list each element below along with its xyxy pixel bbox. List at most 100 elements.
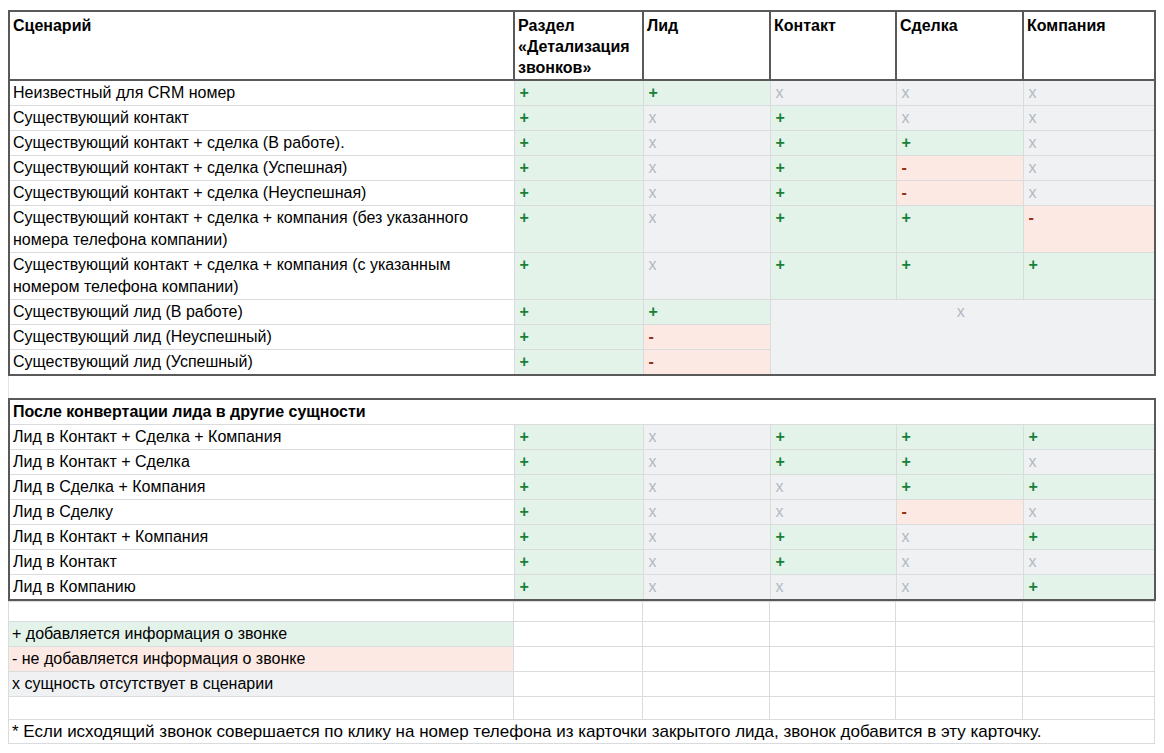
scenario-label: Лид в Контакт: [9, 550, 514, 575]
cell-plus: +: [514, 300, 643, 325]
table-row: Существующий контакт + сделка (Успешная)…: [9, 156, 1155, 181]
scenario-label: Лид в Компанию: [9, 575, 514, 601]
cell-minus: -: [1023, 206, 1155, 253]
cell-plus: +: [1023, 425, 1155, 450]
legend-label-minus: - не добавляется информация о звонке: [9, 647, 514, 672]
blank-cell: [1023, 647, 1155, 672]
cell-plus: +: [770, 550, 896, 575]
cell-plus: +: [770, 131, 896, 156]
blank-cell: [1023, 672, 1155, 697]
scenario-label: Неизвестный для CRM номер: [9, 80, 514, 106]
cell-plus: +: [896, 425, 1023, 450]
scenario-label: Лид в Контакт + Сделка + Компания: [9, 425, 514, 450]
blank-cell: [896, 647, 1023, 672]
table-row: Лид в Сделку+xx-x: [9, 500, 1155, 525]
cell-x: x: [1023, 80, 1155, 106]
cell-x: x: [1023, 156, 1155, 181]
cell-x: x: [643, 156, 770, 181]
cell-x: x: [643, 550, 770, 575]
cell-x: x: [643, 131, 770, 156]
legend-row: x сущность отсутствует в сценарии: [9, 672, 1155, 697]
cell-plus: +: [514, 525, 643, 550]
table-row: Лид в Контакт+x+xx: [9, 550, 1155, 575]
scenario-label: Существующий контакт + сделка (Успешная): [9, 156, 514, 181]
blank-cell: [896, 697, 1023, 720]
table-row: Лид в Компанию+xxx+: [9, 575, 1155, 601]
scenario-label: Лид в Контакт + Компания: [9, 525, 514, 550]
scenario-label: Существующий контакт + сделка + компания…: [9, 206, 514, 253]
cell-plus: +: [896, 206, 1023, 253]
blank-cell: [770, 672, 896, 697]
cell-x: x: [643, 525, 770, 550]
section-title: После конвертации лида в другие сущности: [9, 399, 1155, 425]
blank-cell: [514, 647, 643, 672]
blank-cell: [643, 672, 770, 697]
section-title-row: После конвертации лида в другие сущности: [9, 399, 1155, 425]
scenario-label: Лид в Сделка + Компания: [9, 475, 514, 500]
cell-merged-x: x: [770, 300, 1155, 376]
cell-x: x: [643, 500, 770, 525]
cell-plus: +: [514, 106, 643, 131]
cell-plus: +: [770, 425, 896, 450]
blank-row: [9, 602, 1155, 622]
cell-plus: +: [514, 550, 643, 575]
cell-plus: +: [514, 206, 643, 253]
cell-plus: +: [770, 181, 896, 206]
table-row: Неизвестный для CRM номер++xxx: [9, 80, 1155, 106]
cell-plus: +: [896, 131, 1023, 156]
cell-plus: +: [896, 475, 1023, 500]
table-row: Существующий контакт + сделка (В работе)…: [9, 131, 1155, 156]
legend-row: + добавляется информация о звонке: [9, 622, 1155, 647]
blank-cell: [896, 602, 1023, 622]
table-row: Существующий контакт+x+xx: [9, 106, 1155, 131]
cell-minus: -: [896, 500, 1023, 525]
scenario-label: Лид в Сделку: [9, 500, 514, 525]
legend-row: - не добавляется информация о звонке: [9, 647, 1155, 672]
cell-plus: +: [1023, 525, 1155, 550]
cell-plus: +: [770, 253, 896, 300]
cell-plus: +: [514, 156, 643, 181]
scenario-label: Существующий лид (Неуспешный): [9, 325, 514, 350]
cell-x: x: [1023, 131, 1155, 156]
cell-minus: -: [896, 156, 1023, 181]
table-row: Существующий контакт + сделка (Неуспешна…: [9, 181, 1155, 206]
scenario-label: Существующий контакт: [9, 106, 514, 131]
blank-cell: [514, 697, 643, 720]
cell-plus: +: [514, 253, 643, 300]
table-row: Существующий контакт + сделка + компания…: [9, 206, 1155, 253]
cell-plus: +: [770, 156, 896, 181]
blank-cell: [770, 622, 896, 647]
cell-plus: +: [770, 525, 896, 550]
cell-plus: +: [514, 80, 643, 106]
column-header-6: Компания: [1023, 11, 1155, 80]
scenario-label: Лид в Контакт + Сделка: [9, 450, 514, 475]
legend-label-plus: + добавляется информация о звонке: [9, 622, 514, 647]
cell-plus: +: [643, 300, 770, 325]
cell-plus: +: [643, 80, 770, 106]
blank-cell: [1023, 622, 1155, 647]
cell-plus: +: [514, 325, 643, 350]
scenarios-table: СценарийРаздел «Детализация звонков»ЛидК…: [8, 10, 1156, 376]
cell-plus: +: [514, 131, 643, 156]
scenario-label: Существующий лид (В работе): [9, 300, 514, 325]
column-header-4: Контакт: [770, 11, 896, 80]
cell-x: x: [643, 575, 770, 601]
legend-area: + добавляется информация о звонке- не до…: [8, 601, 1155, 744]
cell-x: x: [643, 106, 770, 131]
cell-plus: +: [770, 450, 896, 475]
table-gap: [8, 376, 9, 398]
table-row: Существующий контакт + сделка + компания…: [9, 253, 1155, 300]
cell-plus: +: [1023, 475, 1155, 500]
cell-x: x: [1023, 550, 1155, 575]
cell-x: x: [896, 80, 1023, 106]
cell-plus: +: [514, 181, 643, 206]
cell-x: x: [770, 500, 896, 525]
cell-x: x: [643, 181, 770, 206]
column-header-5: Сделка: [896, 11, 1023, 80]
cell-minus: -: [643, 325, 770, 350]
blank-cell: [9, 697, 514, 720]
cell-plus: +: [896, 450, 1023, 475]
footnote-text: * Если исходящий звонок совершается по к…: [9, 720, 1155, 744]
blank-cell: [896, 622, 1023, 647]
table-row: Лид в Контакт + Сделка+x++x: [9, 450, 1155, 475]
